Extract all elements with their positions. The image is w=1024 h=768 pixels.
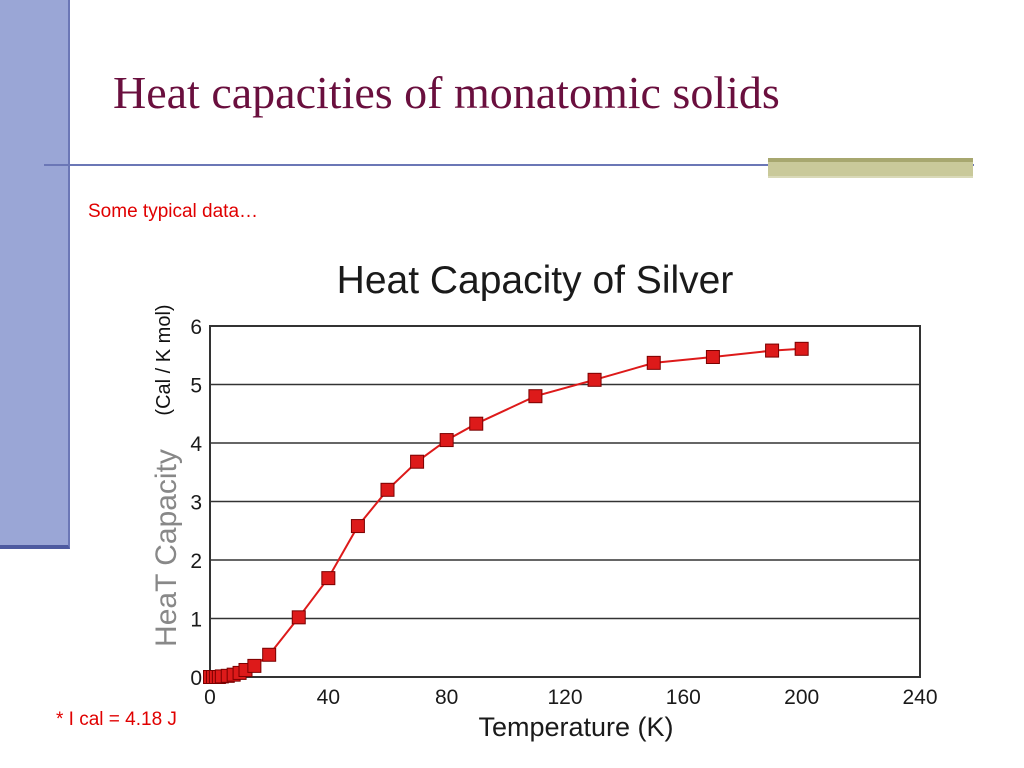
data-point <box>247 658 262 673</box>
slide-subtitle: Some typical data… <box>88 201 259 222</box>
data-point <box>226 667 241 682</box>
data-point <box>321 571 336 586</box>
y-tick-label: 2 <box>190 550 202 573</box>
data-point <box>232 665 247 680</box>
data-point <box>705 350 720 365</box>
y-tick-labels: 0 1 2 3 4 5 6 <box>190 316 202 690</box>
data-point <box>350 519 365 534</box>
data-point <box>220 668 235 683</box>
x-tick-labels: 0 40 80 120 160 200 240 <box>204 686 937 709</box>
plot-area <box>209 325 921 678</box>
y-tick-label: 1 <box>190 609 202 632</box>
x-tick-label: 240 <box>902 686 937 709</box>
data-point <box>439 433 454 448</box>
chart-title: Heat Capacity of Silver <box>337 259 734 302</box>
title-accent-bar <box>768 158 973 178</box>
y-tick-label: 3 <box>190 492 202 515</box>
data-point <box>794 341 809 356</box>
data-point <box>238 662 253 677</box>
grid-lines <box>210 383 920 620</box>
y-axis-label: HeaT Capacity <box>150 449 183 647</box>
data-point <box>291 610 306 625</box>
data-point <box>211 670 226 684</box>
footnote: * I cal = 4.18 J <box>56 709 177 730</box>
data-point <box>262 647 277 662</box>
x-tick-label: 200 <box>784 686 819 709</box>
data-point <box>214 669 229 684</box>
y-tick-label: 4 <box>190 433 202 456</box>
x-axis-label: Temperature (K) <box>478 712 673 742</box>
data-point <box>410 454 425 469</box>
slide-title: Heat capacities of monatomic solids <box>113 67 780 118</box>
x-tick-label: 160 <box>666 686 701 709</box>
data-point <box>203 670 217 684</box>
x-tick-label: 40 <box>317 686 340 709</box>
data-point <box>646 355 661 370</box>
title-rule <box>44 164 974 166</box>
y-tick-label: 0 <box>190 667 202 690</box>
data-point <box>528 389 543 404</box>
data-series <box>203 341 809 684</box>
x-tick-label: 0 <box>204 686 216 709</box>
data-point <box>587 372 602 387</box>
series-line <box>210 347 802 678</box>
y-tick-label: 6 <box>190 316 202 339</box>
data-point <box>765 343 780 358</box>
data-point <box>380 482 395 497</box>
x-tick-label: 80 <box>435 686 458 709</box>
data-point <box>205 670 220 684</box>
data-point <box>469 416 484 431</box>
y-axis-units: (Cal / K mol) <box>153 304 175 415</box>
y-tick-label: 5 <box>190 375 202 398</box>
data-point <box>208 670 223 684</box>
side-bar-decoration <box>0 0 70 549</box>
x-tick-label: 120 <box>547 686 582 709</box>
